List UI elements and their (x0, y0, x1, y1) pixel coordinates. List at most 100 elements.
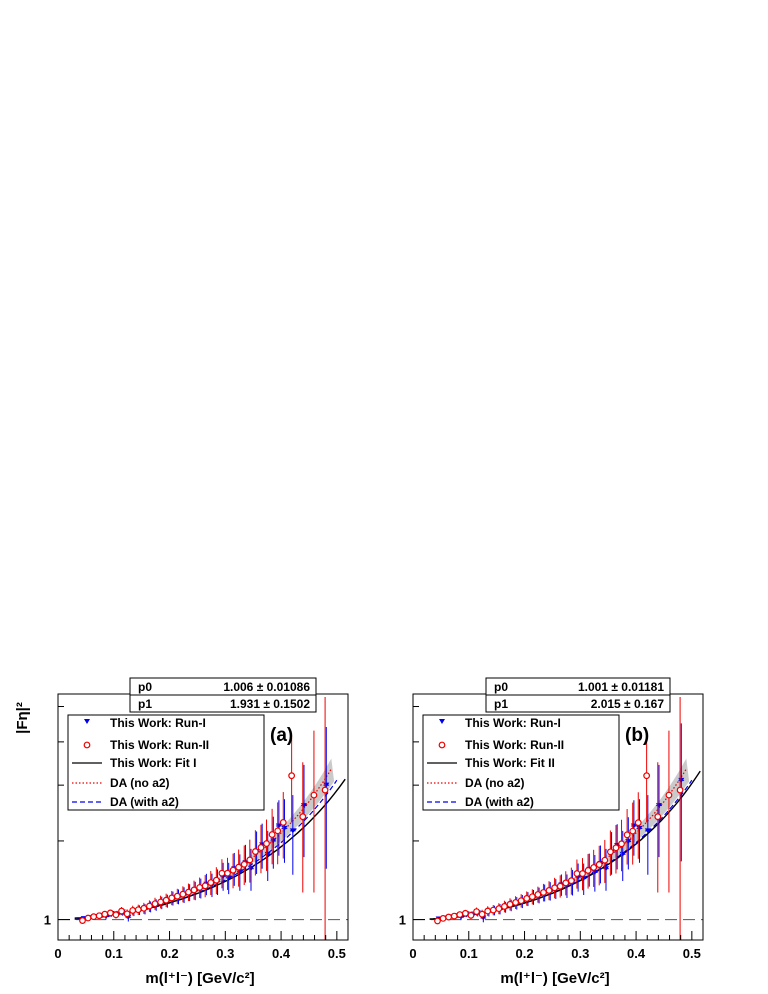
data-point-run-ii (218, 869, 226, 877)
data-point-run-ii (134, 906, 142, 914)
data-point-run-ii (101, 910, 109, 918)
x-axis-title-b: m(l⁺l⁻) [GeV/c²] (500, 970, 609, 987)
data-point-run-ii (606, 848, 614, 856)
data-point-run-ii (545, 887, 553, 894)
data-point-run-ii (235, 863, 243, 871)
y-axis-title-text: |Fη|² (14, 702, 31, 734)
x-axis-title-a: m(l⁺l⁻) [GeV/c²] (145, 970, 254, 987)
data-point-run-ii (601, 856, 609, 864)
data-point-run-ii (439, 915, 447, 922)
x-tick-label: 0.4 (272, 946, 291, 961)
data-point-run-ii (118, 907, 125, 915)
data-point-run-ii (634, 819, 642, 827)
data-point-run-ii (185, 888, 192, 896)
data-point-run-ii (279, 819, 287, 826)
data-point-run-ii (140, 904, 148, 912)
data-point-run-ii (629, 827, 637, 835)
x-tick-label: 0.4 (627, 946, 646, 961)
data-point-run-ii (246, 856, 254, 864)
data-point-run-ii (528, 893, 536, 901)
data-point-run-i (644, 828, 651, 834)
panel-label-b: (b) (625, 725, 649, 746)
data-point-run-ii (201, 882, 209, 890)
x-tick-label: 0.1 (460, 946, 478, 961)
legend-b-item-5: DA (with a2) (465, 795, 534, 809)
legend-a-item-5: DA (with a2) (110, 795, 179, 809)
series-run-ii (79, 697, 329, 940)
data-point-run-ii (665, 791, 673, 799)
data-point-run-ii (506, 900, 514, 908)
data-point-run-ii (676, 786, 684, 794)
data-point-run-ii (207, 879, 215, 887)
data-point-run-ii (151, 900, 159, 908)
data-point-run-ii (168, 894, 176, 902)
data-point-run-ii (643, 772, 651, 780)
x-tick-label: 0 (54, 946, 61, 961)
legend-b-item-1: This Work: Run-I (465, 716, 561, 730)
data-point-run-ii (90, 913, 98, 921)
data-point-run-ii (251, 848, 259, 855)
data-point-run-ii (562, 879, 570, 887)
data-point-run-ii (579, 870, 586, 877)
data-point-run-ii (212, 876, 220, 884)
legend-b-item-2: This Work: Run-II (465, 738, 564, 752)
data-point-run-ii (129, 907, 137, 914)
x-tick-label: 0.2 (515, 946, 533, 961)
data-point-run-ii (484, 907, 492, 915)
data-point-run-ii (321, 786, 329, 794)
data-point-run-ii (556, 882, 564, 890)
stats-a-p0-name: p0 (138, 680, 152, 694)
data-point-run-ii (268, 831, 276, 838)
data-point-run-ii (240, 860, 248, 868)
legend-a-item-3: This Work: Fit I (110, 756, 196, 770)
legend-a-item-4: DA (no a2) (110, 776, 170, 790)
stats-b-p1-value: 2.015 ± 0.167 (591, 697, 665, 711)
data-point-run-ii (623, 831, 631, 839)
data-point-run-ii (229, 866, 237, 874)
x-tick-label: 0.3 (216, 946, 234, 961)
data-point-run-ii (112, 911, 120, 919)
data-point-run-ii (501, 903, 508, 910)
data-point-run-ii (450, 912, 458, 920)
data-point-run-ii (489, 906, 497, 914)
data-point-run-ii (84, 914, 92, 922)
x-tick-label: 0.1 (105, 946, 123, 961)
data-point-run-ii (224, 869, 231, 877)
x-tick-label: 0.3 (571, 946, 589, 961)
data-point-run-ii (584, 867, 592, 874)
data-point-run-ii (310, 791, 318, 799)
stats-a-p1-name: p1 (138, 697, 152, 711)
data-point-run-ii (590, 864, 598, 871)
stats-b-p1-name: p1 (494, 697, 508, 711)
stats-a-p1-value: 1.931 ± 0.1502 (230, 697, 310, 711)
panel-label-a: (a) (270, 725, 293, 746)
data-point-run-ii (456, 911, 464, 918)
data-point-run-ii (523, 895, 531, 902)
legend-a: This Work: Run-I This Work: Run-II This … (67, 714, 265, 811)
plot-area-a: 0 0.1 0.2 0.3 0.4 0.5 1 (44, 693, 349, 961)
series-run-ii (434, 697, 684, 940)
data-point-run-ii (567, 877, 575, 885)
data-point-run-ii (551, 884, 559, 892)
stats-a-p0-value: 1.006 ± 0.01086 (223, 680, 310, 694)
data-point-run-ii (534, 891, 542, 898)
data-point-run-ii (654, 813, 662, 821)
panel-a: 0 0.1 0.2 0.3 0.4 0.5 1 p0 1.006 ± 0.01086 p1 … (44, 677, 349, 987)
stats-b-p0-name: p0 (494, 680, 508, 694)
legend-a-run1-marker (84, 719, 90, 724)
data-point-run-ii (157, 898, 164, 906)
data-point-run-ii (478, 910, 486, 918)
data-point-run-ii (288, 772, 296, 780)
data-point-run-ii (274, 827, 282, 835)
legend-a-run2-marker (83, 741, 91, 749)
data-point-run-ii (196, 884, 204, 891)
legend-b-item-3: This Work: Fit II (465, 756, 555, 770)
data-point-run-ii (146, 902, 153, 910)
plot-area-b: 0 0.1 0.2 0.3 0.4 0.5 1 (399, 693, 704, 961)
data-point-run-ii (467, 911, 475, 919)
x-tick-label: 0.2 (160, 946, 178, 961)
data-point-run-ii (612, 844, 620, 852)
data-point-run-ii (434, 917, 441, 925)
data-point-run-ii (106, 909, 114, 917)
